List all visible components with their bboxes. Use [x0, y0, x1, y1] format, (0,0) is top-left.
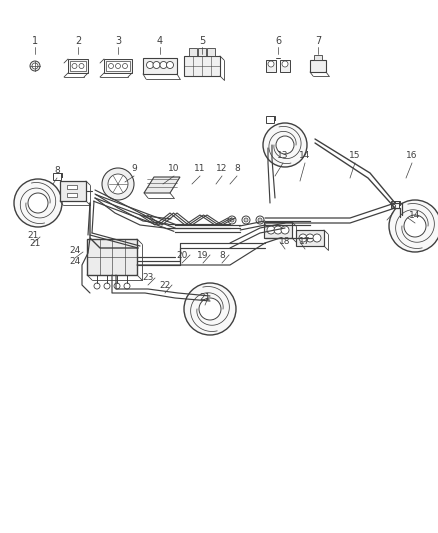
Circle shape [276, 136, 294, 154]
Text: 7: 7 [315, 36, 321, 46]
Circle shape [244, 218, 248, 222]
Text: 8: 8 [390, 201, 396, 210]
Text: 21: 21 [199, 293, 211, 302]
Bar [314, 55, 322, 60]
Circle shape [228, 216, 236, 224]
Bar [67, 193, 77, 197]
Text: 23: 23 [142, 273, 154, 282]
Circle shape [114, 283, 120, 289]
Circle shape [268, 61, 274, 67]
Text: 8: 8 [219, 251, 225, 260]
Polygon shape [144, 177, 180, 193]
Text: 3: 3 [115, 36, 121, 46]
Text: 8: 8 [54, 166, 60, 175]
Text: 21: 21 [27, 231, 39, 240]
Circle shape [94, 283, 100, 289]
Text: 21: 21 [29, 238, 41, 247]
Circle shape [313, 234, 321, 242]
Circle shape [267, 226, 275, 234]
Circle shape [166, 61, 173, 69]
Circle shape [116, 63, 120, 69]
Circle shape [230, 218, 234, 222]
Text: 6: 6 [275, 36, 281, 46]
Text: 17: 17 [299, 237, 311, 246]
Bar [391, 201, 399, 208]
Text: 14: 14 [410, 211, 420, 220]
Bar [67, 185, 77, 189]
Bar [198, 48, 206, 56]
Text: 24: 24 [69, 256, 81, 265]
Circle shape [160, 61, 167, 69]
Circle shape [299, 234, 307, 242]
Text: 2: 2 [75, 36, 81, 46]
Text: 19: 19 [197, 251, 209, 260]
Text: 15: 15 [349, 151, 361, 160]
Circle shape [79, 63, 84, 69]
Text: 9: 9 [131, 164, 137, 173]
Bar [207, 48, 215, 56]
Circle shape [108, 174, 128, 194]
Text: 13: 13 [277, 151, 289, 160]
Bar [53, 173, 61, 180]
Text: 18: 18 [279, 237, 291, 246]
Circle shape [281, 226, 289, 234]
Bar [296, 230, 324, 246]
Circle shape [153, 61, 160, 69]
Text: 20: 20 [177, 251, 188, 260]
Bar [104, 59, 132, 73]
Circle shape [242, 216, 250, 224]
Bar [60, 181, 86, 201]
Circle shape [124, 283, 130, 289]
Circle shape [263, 123, 307, 167]
Circle shape [72, 63, 77, 69]
Bar [189, 48, 197, 56]
Circle shape [32, 63, 38, 69]
Bar [87, 239, 137, 275]
Text: 1: 1 [32, 36, 38, 46]
Circle shape [389, 200, 438, 252]
Bar [264, 222, 292, 238]
Circle shape [258, 218, 262, 222]
Text: 16: 16 [406, 151, 418, 160]
Text: 14: 14 [299, 151, 311, 160]
Circle shape [30, 61, 40, 71]
Text: 24: 24 [69, 246, 81, 255]
Circle shape [256, 216, 264, 224]
Circle shape [282, 61, 288, 67]
Circle shape [404, 215, 426, 237]
Text: 4: 4 [157, 36, 163, 46]
Text: 11: 11 [194, 164, 206, 173]
Bar [143, 58, 177, 74]
Circle shape [109, 63, 113, 69]
Circle shape [184, 283, 236, 335]
Circle shape [146, 61, 153, 69]
Bar [70, 61, 86, 71]
Circle shape [28, 193, 48, 213]
Text: 22: 22 [159, 281, 171, 290]
Circle shape [104, 283, 110, 289]
Bar [310, 60, 326, 72]
Circle shape [14, 179, 62, 227]
Text: 8: 8 [234, 164, 240, 173]
Bar [68, 59, 88, 73]
Circle shape [123, 63, 127, 69]
Text: 12: 12 [216, 164, 228, 173]
Bar [266, 60, 276, 72]
Circle shape [102, 168, 134, 200]
Circle shape [306, 234, 314, 242]
Circle shape [199, 298, 221, 320]
Text: 5: 5 [199, 36, 205, 46]
Bar [280, 60, 290, 72]
Bar [106, 61, 130, 71]
Circle shape [274, 226, 282, 234]
Text: 10: 10 [168, 164, 180, 173]
Bar [184, 56, 220, 76]
Bar [266, 116, 274, 123]
